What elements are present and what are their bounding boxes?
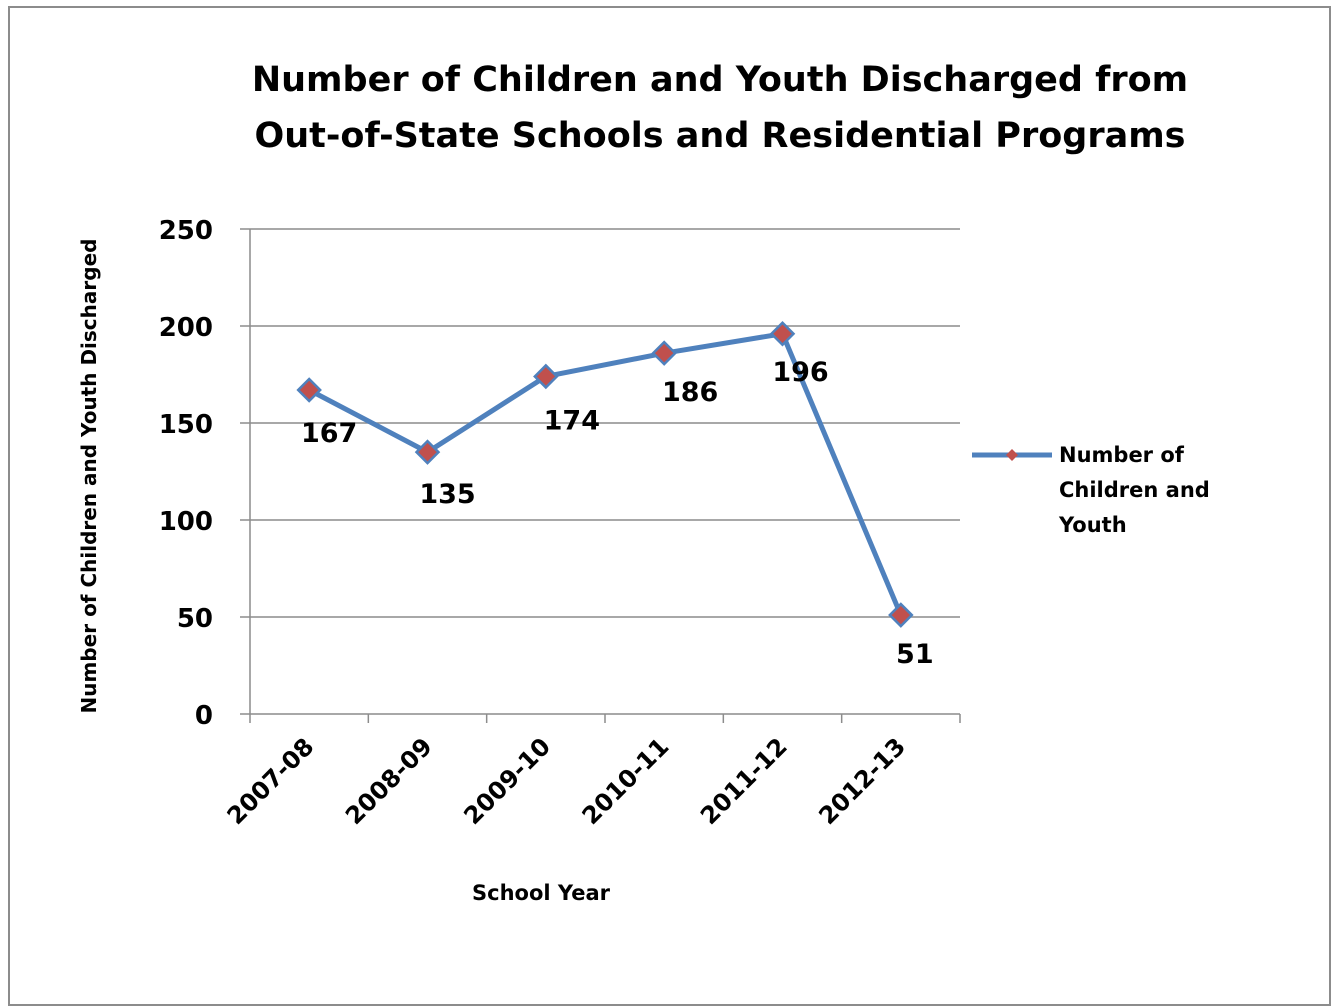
chart-title-line-1: Number of Children and Youth Discharged … xyxy=(251,60,1189,100)
legend-label: Number of Children and Youth xyxy=(1059,438,1259,543)
y-axis-label: Number of Children and Youth Discharged xyxy=(77,239,101,714)
chart-title: Number of Children and Youth Discharged … xyxy=(130,52,1310,164)
legend-label-line-1: Number of xyxy=(1059,443,1184,467)
series-line xyxy=(308,331,904,617)
legend-label-line-2: Children and xyxy=(1059,478,1210,502)
data-label-2012-13: 51 xyxy=(896,639,934,670)
y-tick-label-250: 250 xyxy=(159,216,213,246)
legend-label-line-3: Youth xyxy=(1059,513,1127,537)
series-markers xyxy=(296,320,914,628)
data-point-2012-13 xyxy=(888,602,914,628)
x-tick-label-2010-11: 2010-11 xyxy=(577,732,675,830)
chart-frame xyxy=(8,6,1331,1006)
y-tick-label-150: 150 xyxy=(159,410,213,440)
data-point-2007-08 xyxy=(296,377,322,403)
data-label-2008-09: 135 xyxy=(419,479,475,510)
legend-marker-swatch xyxy=(1006,449,1018,461)
data-labels: 167 135 174 186 196 51 xyxy=(301,357,934,670)
y-tick-label-50: 50 xyxy=(177,604,213,634)
x-tick-label-2009-10: 2009-10 xyxy=(458,732,556,830)
x-axis-label: School Year xyxy=(472,881,611,905)
data-point-2008-09 xyxy=(414,439,441,465)
chart-title-line-2: Out-of-State Schools and Residential Pro… xyxy=(254,116,1186,156)
y-tick-labels: 0 50 100 150 200 250 xyxy=(159,216,213,731)
x-tick-label-2011-12: 2011-12 xyxy=(695,732,793,830)
legend xyxy=(972,449,1052,461)
y-tick-label-200: 200 xyxy=(159,313,213,343)
x-tick-label-2008-09: 2008-09 xyxy=(340,732,438,830)
y-tick-label-0: 0 xyxy=(195,701,213,731)
y-tick-label-100: 100 xyxy=(159,507,213,537)
x-tick-label-2007-08: 2007-08 xyxy=(222,732,320,830)
data-label-2011-12: 196 xyxy=(772,357,828,388)
data-point-2011-12 xyxy=(769,320,796,347)
data-point-2009-10 xyxy=(533,363,559,390)
data-label-2009-10: 174 xyxy=(544,405,600,436)
axes xyxy=(240,228,961,723)
data-label-2010-11: 186 xyxy=(662,377,718,408)
data-point-2010-11 xyxy=(651,340,677,366)
x-tick-label-2012-13: 2012-13 xyxy=(813,732,911,830)
series-line-path xyxy=(308,331,904,617)
x-tick-labels: 2007-08 2008-09 2009-10 2010-11 2011-12 2012-… xyxy=(222,732,911,830)
data-label-2007-08: 167 xyxy=(301,418,357,449)
